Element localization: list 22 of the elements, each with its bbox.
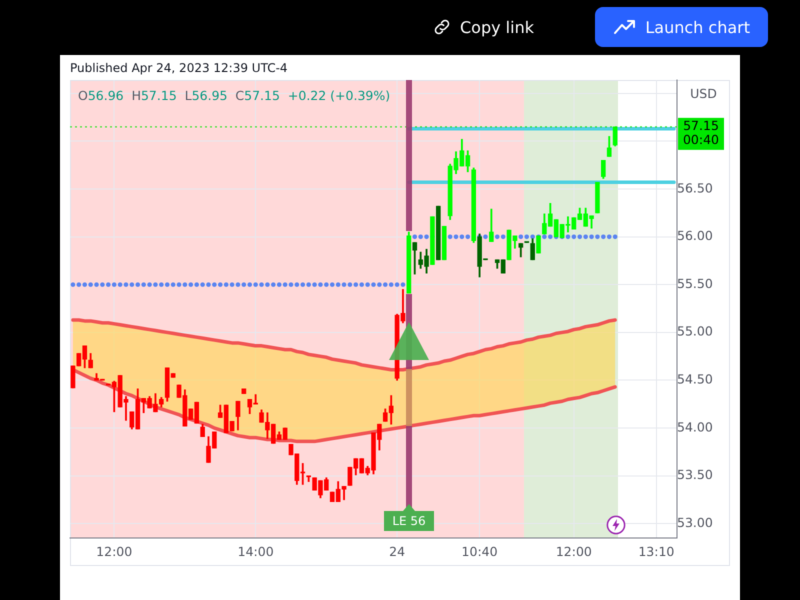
copy-link-button[interactable]: Copy link [432,7,534,47]
y-tick-label: 53.50 [676,467,713,482]
y-tick-label: 55.00 [676,324,713,339]
x-tick-label: 24 [389,544,406,559]
text: O56.96 H57.15 L56.95 C57.15 +0.22 (+0.39%) [78,88,390,103]
ref-line-label: 57.15 [683,118,719,134]
y-tick-label: 55.50 [676,276,713,291]
y-tick-label: 56.50 [676,180,713,196]
launch-button[interactable]: Launch chart [595,7,768,47]
y-tick-label: 54.00 [676,419,713,434]
y-axis-title: USD [689,86,718,102]
x-tick-label: 14:00 [238,544,274,559]
x-tick-label: 12:00 [96,544,132,559]
x-tick-label: 12:00 [556,544,592,559]
text: 00:40 [682,132,720,148]
x-tick-label: 13:10 [638,544,674,559]
annotation: LE 56 [384,511,434,531]
chart-title: Published Apr 24, 2023 12:39 UTC-4 [70,60,288,76]
y-tick-label: 56.00 [676,228,713,244]
y-tick-label: 53.00 [676,514,713,530]
x-tick-label: 10:40 [462,544,498,559]
y-tick-label: 54.50 [676,371,713,386]
